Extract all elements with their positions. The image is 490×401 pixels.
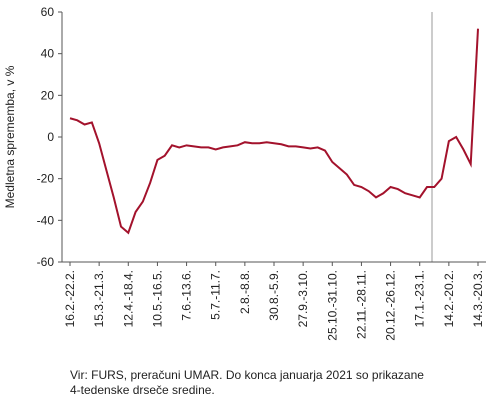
x-tick-label: 14.2.-20.2. xyxy=(442,270,456,327)
source-note: Vir: FURS, preračuni UMAR. Do konca janu… xyxy=(70,368,424,382)
x-tick-label: 7.6.-13.6. xyxy=(180,270,194,321)
y-tick-label: -20 xyxy=(37,172,55,186)
data-line xyxy=(69,28,479,235)
x-tick-label: 27.9.-3.10. xyxy=(296,270,310,327)
x-tick-label: 2.8.-8.8. xyxy=(238,270,252,314)
x-tick-label: 10.5.-16.5. xyxy=(150,270,164,327)
x-tick-label: 5.7.-11.7. xyxy=(209,270,223,320)
y-tick-label: 40 xyxy=(41,47,55,61)
x-tick-label: 22.11.-28.11. xyxy=(354,270,368,339)
y-tick-label: -40 xyxy=(37,213,55,227)
source-note: 4-tedenske drseče sredine. xyxy=(70,383,215,397)
y-tick-label: 60 xyxy=(41,5,55,19)
x-tick-label: 16.2.-22.2. xyxy=(63,270,77,327)
x-tick-label: 20.12.-26.12. xyxy=(384,270,398,341)
y-tick-label: 0 xyxy=(47,130,54,144)
x-tick-label: 30.8.-5.9. xyxy=(267,270,281,321)
x-tick-label: 25.10.-31.10. xyxy=(325,270,339,341)
x-tick-label: 17.1.-23.1. xyxy=(413,270,427,327)
y-tick-label: -60 xyxy=(37,255,55,269)
x-tick-label: 12.4.-18.4. xyxy=(121,270,135,327)
y-axis-label: Medletna sprememba, v % xyxy=(3,65,17,208)
y-tick-label: 20 xyxy=(41,88,55,102)
x-tick-label: 14.3.-20.3. xyxy=(471,270,485,327)
x-tick-label: 15.3.-21.3. xyxy=(92,270,106,327)
